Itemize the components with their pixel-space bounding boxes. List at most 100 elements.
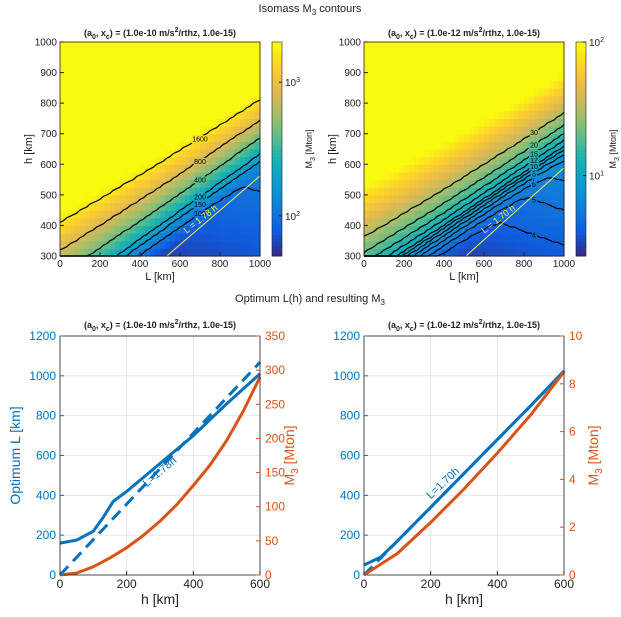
heatmap-cell xyxy=(220,80,226,89)
heatmap-cell xyxy=(444,187,450,196)
heatmap-cell xyxy=(200,87,206,97)
heatmap-cell xyxy=(429,126,435,135)
heatmap-cell xyxy=(369,233,375,242)
contour-label: 15 xyxy=(530,152,538,159)
heatmap-cell xyxy=(150,57,156,66)
heatmap-cell xyxy=(464,233,470,242)
heatmap-cell xyxy=(60,225,66,234)
heatmap-cell xyxy=(389,217,395,227)
heatmap-cell xyxy=(554,156,560,165)
heatmap-cell xyxy=(155,118,161,127)
heatmap-cell xyxy=(489,225,495,234)
heatmap-cell xyxy=(434,64,440,74)
heatmap-cell xyxy=(225,194,231,204)
heatmap-cell xyxy=(175,87,181,97)
heatmap-cell xyxy=(255,240,261,249)
heatmap-cell xyxy=(404,187,410,196)
colorbar-segment xyxy=(576,116,586,121)
heatmap-cell xyxy=(514,95,520,104)
heatmap-cell xyxy=(125,80,131,89)
heatmap-cell xyxy=(210,171,216,181)
heatmap-cell xyxy=(225,240,231,249)
heatmap-cell xyxy=(195,49,201,58)
heatmap-cell xyxy=(449,133,455,142)
heatmap-cell xyxy=(205,118,211,127)
heatmap-cell xyxy=(404,42,410,51)
heatmap-cell xyxy=(215,248,221,257)
heatmap-cell xyxy=(489,118,495,127)
heatmap-cell xyxy=(394,80,400,89)
heatmap-cell xyxy=(220,133,226,142)
heatmap-cell xyxy=(474,57,480,66)
heatmap-cell xyxy=(534,118,540,127)
heatmap-cell xyxy=(65,171,71,181)
heatmap-cell xyxy=(494,164,500,173)
heatmap-cell xyxy=(80,133,86,142)
heatmap-cell xyxy=(414,164,420,173)
y-right-axis-label: M3 [Mton] xyxy=(585,425,605,485)
heatmap-cell xyxy=(110,233,116,242)
heatmap-cell xyxy=(145,64,151,74)
heatmap-cell xyxy=(150,49,156,58)
heatmap-cell xyxy=(384,72,390,81)
heatmap-cell xyxy=(170,225,176,234)
heatmap-cell xyxy=(105,110,111,120)
heatmap-cell xyxy=(369,103,375,112)
heatmap-cell xyxy=(150,133,156,142)
x-axis-label: h [km] xyxy=(141,591,179,607)
heatmap-cell xyxy=(444,64,450,74)
heatmap-cell xyxy=(369,64,375,74)
heatmap-cell xyxy=(409,64,415,74)
colorbar-segment xyxy=(272,163,282,168)
heatmap-cell xyxy=(519,179,525,188)
heatmap-cell xyxy=(434,72,440,81)
heatmap-cell xyxy=(60,164,66,173)
heatmap-cell xyxy=(529,72,535,81)
heatmap-cell xyxy=(140,64,146,74)
heatmap-cell xyxy=(414,42,420,51)
heatmap-cell xyxy=(110,133,116,142)
heatmap-cell xyxy=(509,133,515,142)
heatmap-cell xyxy=(105,187,111,196)
heatmap-cell xyxy=(429,164,435,173)
heatmap-cell xyxy=(479,194,485,204)
heatmap-cell xyxy=(494,95,500,104)
heatmap-cell xyxy=(155,110,161,120)
heatmap-cell xyxy=(90,149,96,158)
heatmap-cell xyxy=(105,42,111,51)
heatmap-cell xyxy=(364,164,370,173)
heatmap-cell xyxy=(220,72,226,81)
heatmap-cell xyxy=(454,110,460,120)
colorbar-segment xyxy=(272,170,282,175)
heatmap-cell xyxy=(115,49,121,58)
heatmap-cell xyxy=(195,95,201,104)
heatmap-cell xyxy=(85,233,91,242)
heatmap-cell xyxy=(85,141,91,150)
heatmap-cell xyxy=(389,49,395,58)
heatmap-cell xyxy=(240,126,246,135)
heatmap-cell xyxy=(235,217,241,227)
heatmap-cell xyxy=(549,103,555,112)
colorbar-segment xyxy=(272,45,282,50)
heatmap-cell xyxy=(369,49,375,58)
heatmap-cell xyxy=(414,240,420,249)
heatmap-cell xyxy=(489,240,495,249)
heatmap-cell xyxy=(374,42,380,51)
heatmap-cell xyxy=(404,141,410,150)
heatmap-cell xyxy=(140,72,146,81)
heatmap-cell xyxy=(250,248,256,257)
heatmap-cell xyxy=(364,42,370,51)
heatmap-cell xyxy=(70,57,76,66)
heatmap-cell xyxy=(60,194,66,204)
heatmap-cell xyxy=(509,156,515,165)
heatmap-cell xyxy=(504,149,510,158)
heatmap-cell xyxy=(180,49,186,58)
contour-label: 200 xyxy=(194,194,206,201)
heatmap-cell xyxy=(230,217,236,227)
heatmap-cell xyxy=(60,187,66,196)
heatmap-cell xyxy=(205,149,211,158)
heatmap-cell xyxy=(524,149,530,158)
heatmap-cell xyxy=(544,187,550,196)
heatmap-cell xyxy=(165,126,171,135)
heatmap-cell xyxy=(195,110,201,120)
